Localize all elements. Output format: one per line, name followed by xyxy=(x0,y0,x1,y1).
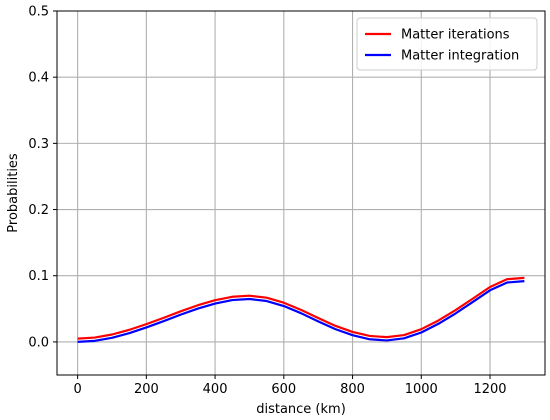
legend-box xyxy=(356,17,538,71)
y-tick-label-3: 0.3 xyxy=(28,137,49,152)
labels-layer: distance (km) Probabilities xyxy=(6,153,346,417)
y-tick-label-4: 0.4 xyxy=(28,71,49,86)
y-tick-label-1: 0.1 xyxy=(28,269,49,284)
series-line-1 xyxy=(77,280,525,344)
y-tick-label-5: 0.5 xyxy=(28,5,49,20)
x-tick-label-4: 800 xyxy=(340,382,365,397)
x-tick-label-3: 600 xyxy=(271,382,296,397)
plot-frame xyxy=(56,10,546,376)
x-tick-label-5: 1000 xyxy=(405,382,438,397)
ticks-layer: 0 200 400 600 800 1000 1200 0.0 0.1 0.2 0.3 0.4 0.5 xyxy=(28,5,506,398)
x-tick-label-6: 1200 xyxy=(473,382,506,397)
x-tick-label-0: 0 xyxy=(73,382,81,397)
series-layer xyxy=(77,276,525,344)
y-tick-label-0: 0.0 xyxy=(28,335,49,350)
legend-label-1: Matter integration xyxy=(401,49,519,64)
y-axis-label: Probabilities xyxy=(6,153,21,233)
legend-label-0: Matter iterations xyxy=(401,28,510,43)
legend: Matter iterations Matter integration xyxy=(356,17,538,71)
x-tick-label-1: 200 xyxy=(134,382,159,397)
series-line-0 xyxy=(77,276,525,340)
y-tick-label-2: 0.2 xyxy=(28,203,49,218)
axes-layer xyxy=(56,10,546,376)
x-tick-label-2: 400 xyxy=(203,382,228,397)
x-axis-label: distance (km) xyxy=(256,402,346,417)
